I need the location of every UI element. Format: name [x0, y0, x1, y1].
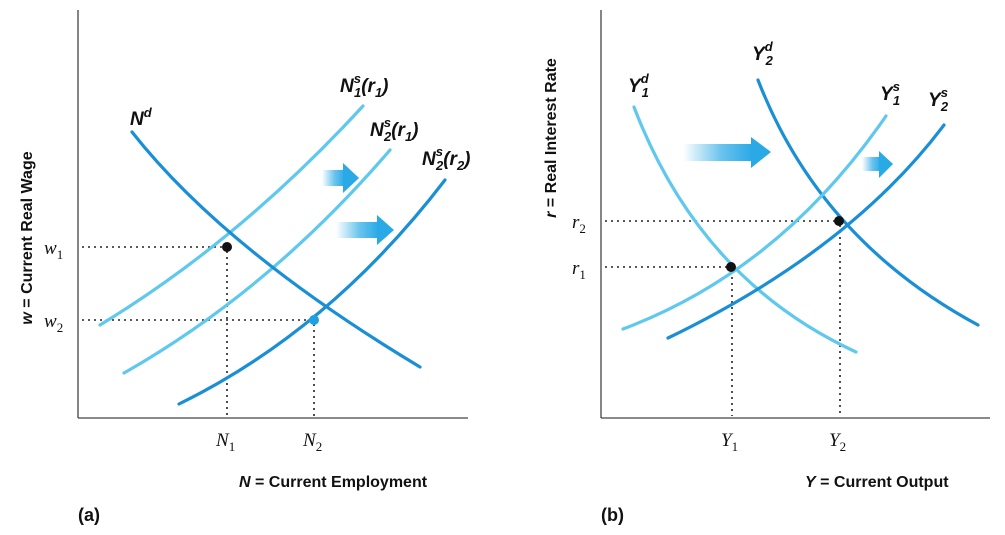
- panel-b-label-yd1: Yd 1: [628, 71, 650, 100]
- panel-b-ys2-curve: [666, 123, 946, 340]
- panel-b-y-axis-title: r = Real Interest Rate: [543, 58, 560, 218]
- panel-a-ns1-r1-curve: [98, 104, 365, 327]
- panel-a-ns2-r2-curve: [177, 178, 447, 406]
- panel-b-label-ys1: Ys 1: [880, 79, 900, 108]
- panel-b-tick-r1: r1: [572, 258, 586, 282]
- panel-b-ys1-curve: [621, 114, 888, 331]
- panel-a-y-axis-title: w = Current Real Wage: [19, 151, 36, 324]
- panel-a-tag: (a): [78, 505, 100, 525]
- panel-a-tick-w1: w1: [44, 238, 63, 262]
- panel-b-tick-y1: Y1: [721, 430, 738, 454]
- panel-a-shift-arrow-2: [336, 215, 394, 245]
- panel-a-equilibrium-1: [222, 242, 232, 252]
- panel-a-tick-n1: N1: [215, 430, 235, 454]
- panel-b-tick-y2: Y2: [829, 430, 846, 454]
- panel-b-yd1-curve: [632, 105, 858, 354]
- panel-a-tick-n2: N2: [302, 430, 322, 454]
- panel-a-tick-w2: w2: [44, 311, 63, 335]
- panel-a-ns2-r1-curve: [122, 148, 392, 375]
- panel-a: w1 w2 N1 N2 Nd Ns 1(r1) Ns 2(r1) Ns 2(r2) w…: [19, 10, 471, 525]
- panel-a-shift-arrow-1: [322, 163, 359, 193]
- panel-a-equilibrium-2: [309, 315, 319, 325]
- panel-a-label-ns1-r1: Ns 1(r1): [340, 71, 389, 100]
- panel-b-label-ys2: Ys 2: [928, 85, 949, 114]
- panel-b: r2 r1 Y1 Y2 Yd 1 Yd 2 Ys 1 Ys 2 r = Real Int…: [543, 10, 990, 525]
- panel-a-label-nd: Nd: [130, 105, 153, 130]
- panel-a-label-ns2-r2: Ns 2(r2): [422, 144, 471, 173]
- panel-b-x-axis-title: Y = Current Output: [805, 474, 949, 491]
- panel-b-label-yd2: Yd 2: [752, 39, 774, 68]
- panel-b-yd2-curve: [756, 78, 980, 327]
- panel-b-tick-r2: r2: [572, 212, 586, 236]
- panel-b-tag: (b): [601, 505, 624, 525]
- panel-a-x-axis-title: N = Current Employment: [239, 474, 428, 491]
- panel-b-shift-arrow-demand: [683, 137, 771, 168]
- panel-a-label-ns2-r1: Ns 2(r1): [370, 115, 419, 144]
- panel-b-equilibrium-2: [834, 216, 844, 226]
- panel-b-equilibrium-1: [726, 262, 736, 272]
- panel-b-shift-arrow-supply: [862, 151, 893, 178]
- panel-a-nd-curve: [130, 130, 422, 369]
